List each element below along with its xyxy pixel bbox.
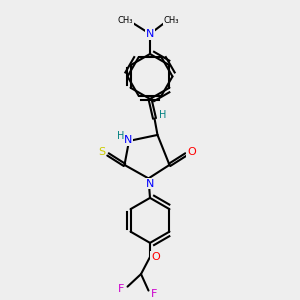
- Text: F: F: [151, 289, 157, 298]
- Text: F: F: [118, 284, 125, 294]
- Text: CH₃: CH₃: [164, 16, 179, 25]
- Text: S: S: [98, 147, 105, 157]
- Text: O: O: [187, 147, 196, 157]
- Text: N: N: [146, 29, 154, 39]
- Text: N: N: [146, 179, 154, 189]
- Text: N: N: [124, 135, 133, 145]
- Text: CH₃: CH₃: [118, 16, 133, 25]
- Text: H: H: [159, 110, 167, 120]
- Text: H: H: [117, 130, 124, 140]
- Text: O: O: [151, 252, 160, 262]
